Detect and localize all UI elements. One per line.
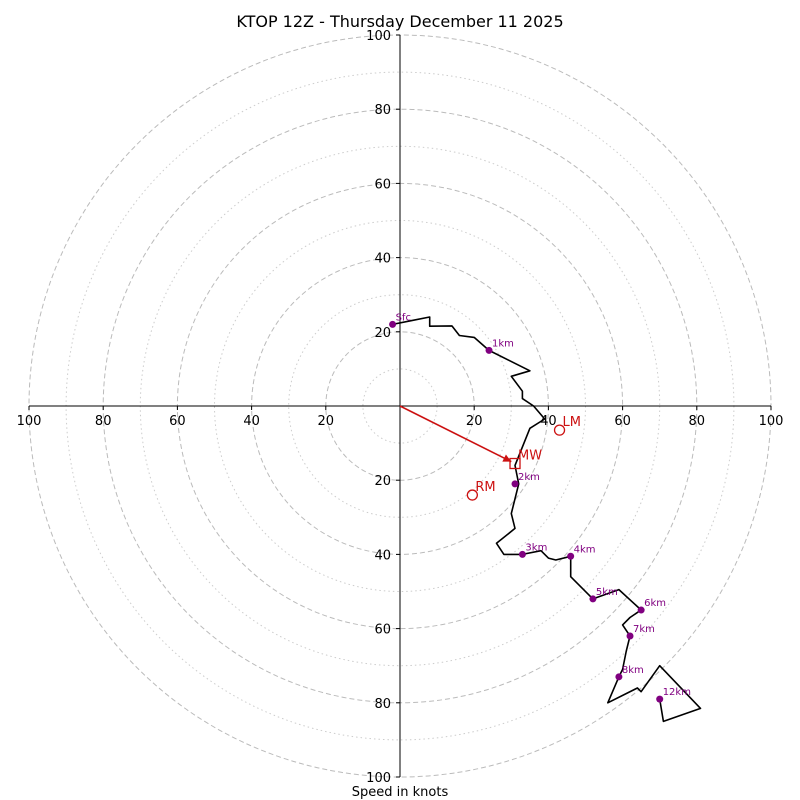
storm-label-RM: RM: [475, 480, 495, 495]
y-tick-label: 40: [374, 252, 391, 267]
height-label-3km: 3km: [525, 542, 547, 553]
x-axis-label: Speed in knots: [352, 785, 449, 800]
x-tick-label: 100: [759, 414, 784, 429]
height-marker-6km: [637, 606, 645, 614]
height-marker-4km: [567, 552, 575, 560]
x-tick-label: 60: [614, 414, 631, 429]
height-label-12km: 12km: [663, 687, 691, 698]
storm-marker-MW: [509, 457, 521, 470]
height-marker-3km: [518, 550, 526, 558]
y-tick-label: 60: [374, 177, 391, 192]
y-tick-label: 60: [374, 623, 391, 638]
height-marker-5km: [589, 595, 597, 603]
storm-label-MW: MW: [518, 449, 542, 464]
height-label-8km: 8km: [622, 665, 644, 676]
height-markers: Sfc 1km 2km 3km 4km 5km 6km 7km 8km 12km: [389, 312, 691, 703]
y-tick-label: 80: [374, 697, 391, 712]
height-label-7km: 7km: [633, 624, 655, 635]
height-label-6km: 6km: [644, 598, 666, 609]
y-tick-label: 100: [366, 771, 391, 786]
mean-wind-arrow-line: [399, 405, 512, 463]
y-tick-label: 80: [374, 103, 391, 118]
y-tick-label: 20: [374, 474, 391, 489]
x-tick-label: 20: [466, 414, 483, 429]
height-label-2km: 2km: [518, 472, 540, 483]
height-marker-Sfc: [389, 320, 397, 328]
height-marker-7km: [626, 632, 634, 640]
mean-wind-vector: [399, 405, 512, 463]
height-label-Sfc: Sfc: [396, 312, 411, 323]
x-tick-label: 40: [243, 414, 260, 429]
storm-motion-markers: LM MW RM: [466, 415, 581, 501]
chart-title: KTOP 12Z - Thursday December 11 2025: [236, 12, 563, 31]
y-tick-label: 40: [374, 548, 391, 563]
storm-label-LM: LM: [563, 415, 581, 430]
height-marker-2km: [511, 480, 519, 488]
height-label-1km: 1km: [492, 338, 514, 349]
x-tick-label: 100: [17, 414, 42, 429]
height-label-5km: 5km: [596, 587, 618, 598]
storm-marker-LM: [553, 424, 566, 436]
x-tick-label: 20: [318, 414, 335, 429]
y-tick-label: 20: [374, 326, 391, 341]
storm-marker-RM: [466, 489, 478, 501]
tick-labels: 100 80 60 40 20 20 40 60 80 100100806040202040608…: [17, 29, 784, 786]
height-marker-1km: [485, 346, 493, 354]
height-label-4km: 4km: [574, 544, 596, 555]
mean-wind-arrow-head: [502, 454, 512, 462]
x-tick-label: 80: [689, 414, 706, 429]
height-marker-8km: [615, 673, 623, 681]
y-tick-label: 100: [366, 29, 391, 44]
x-tick-label: 60: [169, 414, 186, 429]
x-tick-label: 80: [95, 414, 112, 429]
height-marker-12km: [656, 695, 664, 703]
